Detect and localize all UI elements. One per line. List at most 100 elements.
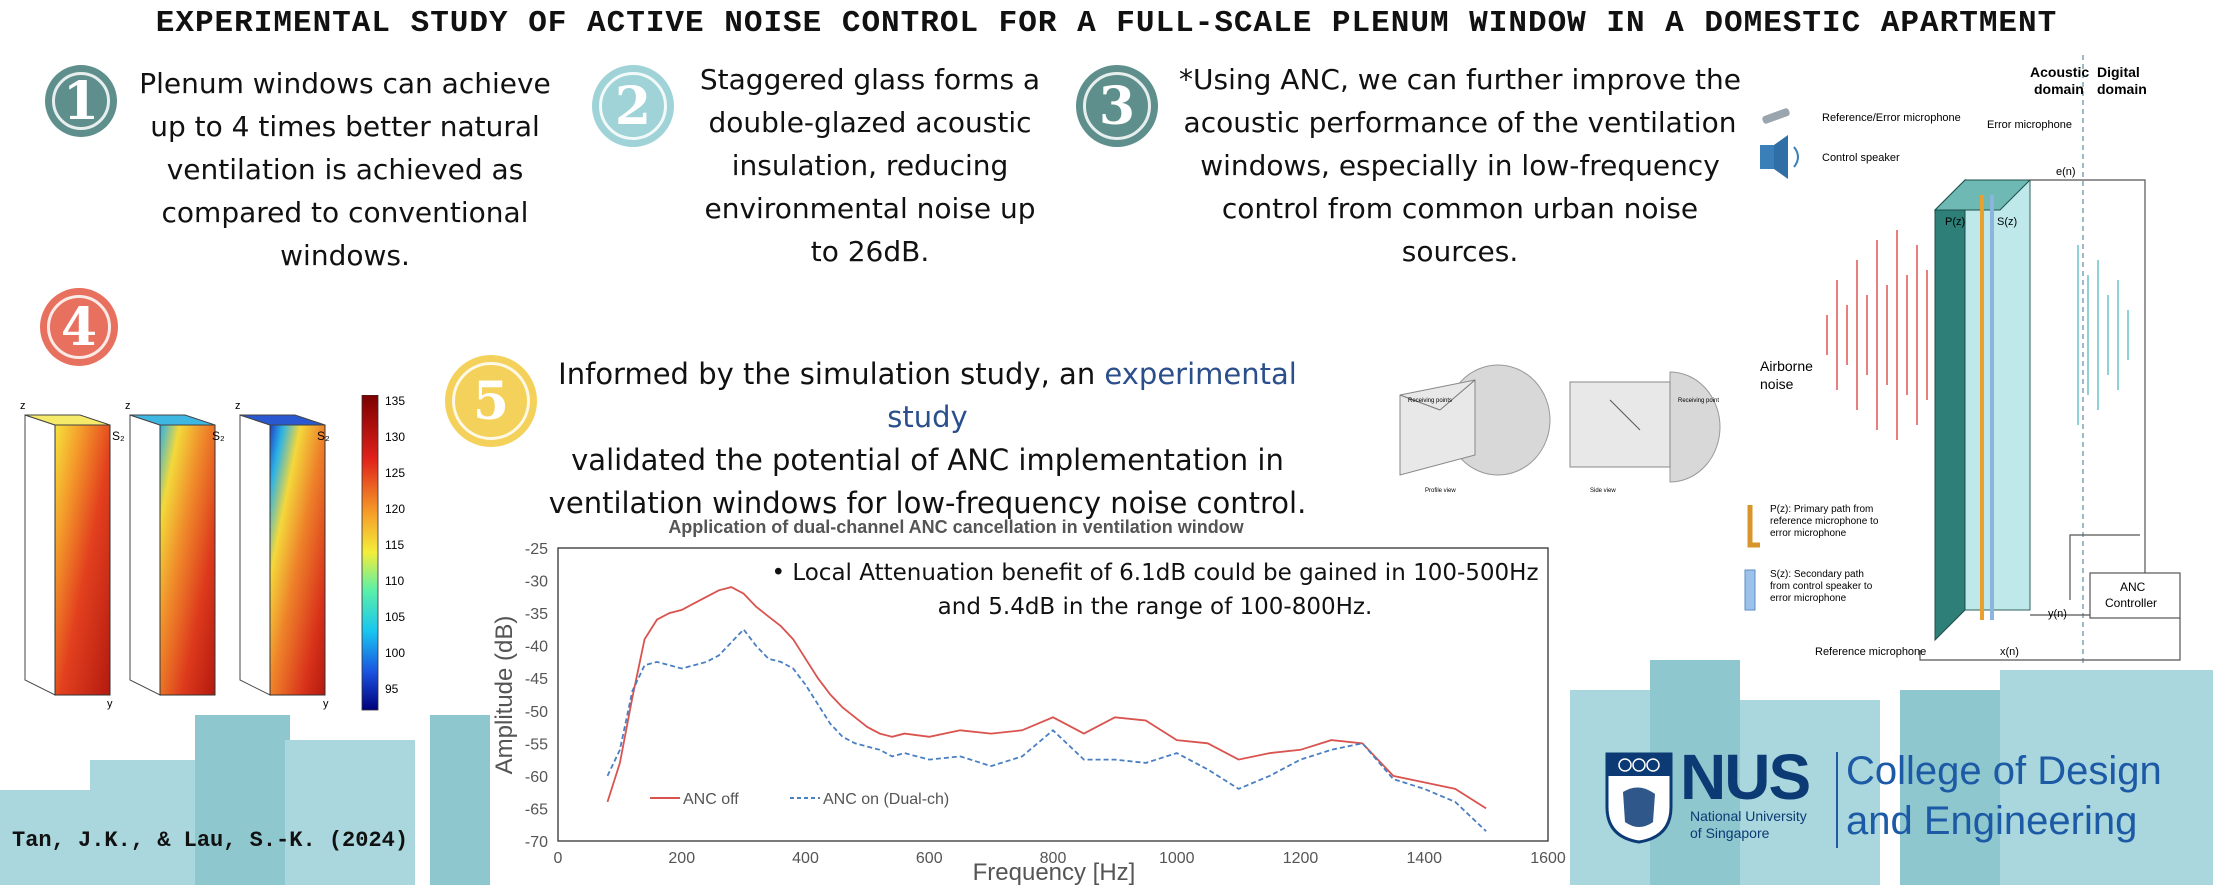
series-line-anc-on: [606, 628, 1487, 832]
heatmap-figure: z S₂ y z S₂ z S₂ y 135 130 125 120 115 1…: [20, 395, 405, 711]
svg-text:S(z): Secondary path: S(z): Secondary path: [1770, 569, 1864, 580]
chart-plot-area: [557, 547, 1549, 842]
svg-text:Error microphone: Error microphone: [1987, 119, 2072, 131]
logo-divider: [1836, 752, 1838, 848]
badge-5: 5: [445, 355, 537, 447]
svg-text:S₂: S₂: [112, 429, 125, 443]
series-lines: [606, 586, 1487, 832]
x-axis-ticks: 0 200 400 600 800 1000 1200 1400 1600: [554, 850, 1566, 867]
y-tick-label: -35: [525, 606, 548, 623]
svg-text:y: y: [107, 698, 113, 710]
svg-text:95: 95: [385, 682, 399, 696]
chart-xlabel: Frequency [Hz]: [973, 859, 1136, 885]
legend-anc-off: ANC off: [683, 791, 739, 808]
legend-anc-on: ANC on (Dual-ch): [823, 791, 949, 808]
x-tick-label: 1600: [1530, 850, 1566, 867]
svg-text:y(n): y(n): [2048, 608, 2067, 620]
point-3-text: *Using ANC, we can further improve the ac…: [1179, 63, 1741, 268]
side-view-model: Receiving point Side view: [1569, 371, 1721, 494]
svg-text:Acoustic: Acoustic: [2030, 64, 2089, 80]
poster-title: EXPERIMENTAL STUDY OF ACTIVE NOISE CONTR…: [155, 6, 2058, 41]
anc-controller-box: [2089, 572, 2181, 619]
svg-text:130: 130: [385, 430, 405, 444]
x-tick-label: 400: [792, 850, 819, 867]
svg-text:120: 120: [385, 502, 405, 516]
svg-text:100: 100: [385, 646, 405, 660]
y-axis-ticks: -25 -30 -35 -40 -45 -50 -55 -60 -65 -70: [525, 541, 548, 851]
y-tick-label: -40: [525, 639, 548, 656]
anc-diagram: Acoustic domain Digital domain Reference…: [1744, 55, 2181, 665]
chart-ylabel: Amplitude (dB): [491, 616, 518, 775]
svg-text:S₂: S₂: [212, 429, 225, 443]
point-2-text: Staggered glass forms a double-glazed aco…: [699, 63, 1041, 268]
chart-title: Application of dual-channel ANC cancella…: [668, 517, 1244, 537]
svg-text:Airborne: Airborne: [1760, 358, 1813, 374]
y-tick-label: -25: [525, 541, 548, 558]
svg-text:Side view: Side view: [1590, 488, 1616, 494]
badge-1: 1: [45, 65, 117, 137]
svg-text:Profile view: Profile view: [1425, 488, 1456, 494]
plenum-window: P(z) S(z): [1933, 178, 2032, 642]
x-tick-label: 0: [554, 850, 563, 867]
x-tick-label: 200: [668, 850, 695, 867]
x-tick-label: 800: [1040, 850, 1067, 867]
svg-text:125: 125: [385, 466, 405, 480]
svg-text:e(n): e(n): [2056, 166, 2076, 178]
legend-speaker: Control speaker: [1760, 135, 1900, 179]
svg-text:135: 135: [385, 395, 405, 408]
x-tick-label: 1200: [1283, 850, 1319, 867]
svg-text:Controller: Controller: [2105, 596, 2157, 610]
svg-text:Receiving points: Receiving points: [1408, 398, 1452, 404]
x-tick-label: 1400: [1406, 850, 1442, 867]
svg-text:domain: domain: [2034, 81, 2084, 97]
y-tick-label: -50: [525, 704, 548, 721]
citation: Tan, J.K., & Lau, S.-K. (2024): [12, 828, 409, 853]
point-1-text: Plenum windows can achieve up to 4 times …: [139, 67, 551, 272]
svg-text:105: 105: [385, 610, 405, 624]
series-line-anc-off: [606, 586, 1487, 810]
svg-text:domain: domain: [2097, 81, 2147, 97]
y-tick-label: -55: [525, 736, 548, 753]
y-tick-label: -70: [525, 834, 548, 851]
y-tick-label: -45: [525, 671, 548, 688]
svg-text:P(z): Primary path from: P(z): Primary path from: [1770, 504, 1873, 515]
svg-text:reference microphone to: reference microphone to: [1770, 516, 1879, 527]
svg-text:110: 110: [385, 574, 404, 588]
heatmap-panel-3: z S₂ y: [235, 400, 330, 710]
heatmap-panel-2: z S₂: [125, 400, 225, 696]
simulation-models: Receiving points Profile view Receiving …: [1399, 364, 1721, 494]
svg-text:Reference microphone: Reference microphone: [1815, 646, 1926, 658]
badge-2: 2: [592, 65, 674, 147]
heatmap-panel-1: z S₂ y: [20, 400, 125, 710]
heatmap-colorbar: 135 130 125 120 115 110 105 100 95: [361, 395, 405, 711]
badge-4: 4: [40, 288, 118, 366]
svg-text:z: z: [235, 400, 241, 412]
y-tick-label: -60: [525, 769, 548, 786]
svg-text:ANC: ANC: [2120, 580, 2146, 594]
svg-text:S(z): S(z): [1997, 216, 2017, 228]
y-tick-label: -65: [525, 801, 548, 818]
svg-text:z: z: [125, 400, 131, 412]
svg-text:x(n): x(n): [2000, 646, 2019, 658]
y-tick-label: -30: [525, 574, 548, 591]
svg-text:error microphone: error microphone: [1770, 528, 1847, 539]
svg-text:noise: noise: [1760, 376, 1794, 392]
svg-text:error microphone: error microphone: [1770, 593, 1847, 604]
nus-subtitle: National University of Singapore: [1690, 808, 1807, 841]
legend-ref-mic: Reference/Error microphone: [1762, 108, 1961, 124]
svg-text:Control speaker: Control speaker: [1822, 152, 1900, 164]
college-name: College of Design and Engineering: [1846, 749, 2162, 843]
profile-view-model: Receiving points Profile view: [1399, 364, 1551, 494]
svg-text:S₂: S₂: [317, 429, 330, 443]
chart-legend: ANC off ANC on (Dual-ch): [650, 791, 949, 808]
x-tick-label: 600: [916, 850, 943, 867]
svg-text:y: y: [323, 698, 329, 710]
point-5-text: Informed by the simulation study, an exp…: [548, 357, 1307, 520]
path-legend: P(z): Primary path from reference microp…: [1744, 504, 1879, 611]
chart-bullet: • Local Attenuation benefit of 6.1dB cou…: [771, 560, 1539, 620]
noise-wave: [1826, 230, 2129, 440]
experimental-study-link: experimental study: [887, 357, 1297, 434]
svg-text:z: z: [20, 400, 26, 412]
nus-wordmark: NUS: [1680, 741, 1811, 813]
svg-text:115: 115: [385, 538, 404, 552]
